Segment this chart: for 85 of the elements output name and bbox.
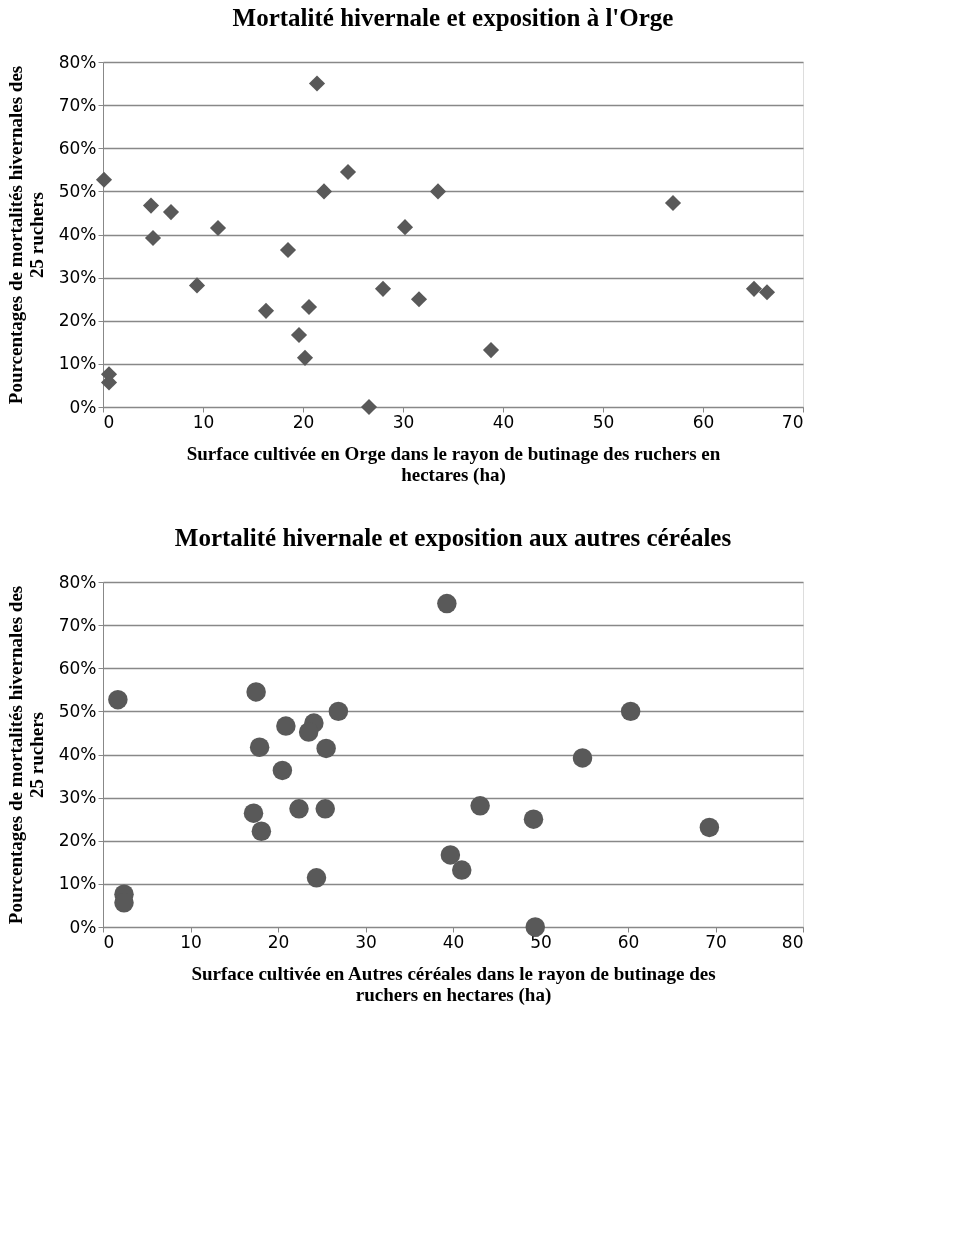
- point: [279, 241, 297, 259]
- y-axis-title: Pourcentages de mortalités hivernales des 25 ruchers: [4, 585, 47, 925]
- point: [452, 860, 472, 880]
- x-tick-label: 70: [781, 411, 804, 432]
- point: [95, 171, 113, 188]
- point: [664, 194, 682, 212]
- y-tick-label: 30%: [58, 267, 97, 288]
- chart-title: Mortalité hivernale et exposition aux autres céréales: [174, 524, 732, 551]
- point: [300, 298, 318, 316]
- y-tick-label: 70%: [58, 94, 97, 115]
- x-axis-title: Surface cultivée en Autres céréales dans le rayon de butinage des ruchers en hectares (ha): [191, 962, 716, 1006]
- x-tick-label: 60: [617, 931, 640, 952]
- y-tick-label: 80%: [58, 571, 97, 592]
- point: [523, 809, 544, 829]
- point: [249, 737, 270, 757]
- point: [396, 219, 414, 236]
- point: [306, 868, 327, 888]
- x-tick-label: 10: [180, 931, 202, 952]
- x-tick-label: 80: [781, 931, 804, 952]
- chart-title: Mortalité hivernale et exposition à l'Orge: [232, 4, 674, 31]
- x-tick-label: 40: [492, 411, 515, 432]
- point: [298, 722, 319, 742]
- y-tick-label: 20%: [58, 310, 97, 331]
- x-tick-label: 40: [442, 931, 465, 952]
- x-tick-label: 10: [192, 411, 215, 432]
- y-tick-label: 0%: [69, 396, 97, 417]
- point: [272, 760, 293, 781]
- point: [572, 748, 593, 768]
- point: [470, 796, 490, 816]
- point: [699, 817, 720, 838]
- point: [328, 701, 349, 722]
- point: [315, 183, 333, 200]
- x-tick-label: 60: [692, 411, 715, 432]
- point: [308, 75, 326, 92]
- point: [142, 197, 160, 214]
- point: [296, 349, 314, 366]
- y-tick-label: 70%: [58, 614, 97, 635]
- y-tick-label: 10%: [58, 353, 97, 374]
- point: [482, 342, 500, 359]
- x-tick-label: 0: [103, 411, 115, 432]
- point: [339, 163, 357, 181]
- x-axis-title: Surface cultivée en Orge dans le rayon de butinage des ruchers en hectares (ha): [186, 442, 721, 486]
- x-tick-label: 30: [392, 411, 415, 432]
- point: [374, 280, 392, 297]
- point: [257, 302, 275, 319]
- point: [144, 229, 162, 247]
- point: [246, 682, 266, 702]
- point: [316, 738, 336, 759]
- point: [188, 277, 206, 294]
- x-tick-label: 0: [103, 931, 115, 952]
- x-tick-label: 50: [592, 411, 615, 432]
- y-tick-label: 50%: [58, 180, 97, 201]
- y-tick-label: 40%: [58, 224, 97, 244]
- point: [620, 701, 641, 722]
- y-tick-label: 40%: [58, 744, 97, 764]
- y-tick-label: 30%: [58, 787, 97, 808]
- point: [758, 284, 776, 301]
- point: [243, 803, 264, 823]
- y-axis-title: Pourcentages de mortalités hivernales des 25 ruchers: [4, 65, 47, 405]
- point: [251, 821, 272, 841]
- point: [315, 799, 335, 819]
- point: [108, 690, 128, 710]
- y-tick-label: 60%: [58, 137, 97, 158]
- point: [276, 716, 296, 736]
- y-tick-label: 60%: [58, 657, 97, 678]
- point: [437, 593, 457, 614]
- y-tick-label: 20%: [58, 830, 97, 851]
- y-tick-label: 10%: [58, 873, 97, 894]
- y-tick-label: 80%: [58, 51, 97, 72]
- point: [360, 398, 378, 416]
- point: [745, 280, 763, 297]
- x-tick-label: 20: [267, 931, 290, 952]
- point: [209, 219, 227, 237]
- point: [429, 183, 447, 200]
- x-tick-label: 30: [355, 931, 377, 952]
- point: [162, 204, 180, 221]
- y-tick-label: 50%: [58, 700, 97, 721]
- point: [289, 799, 309, 819]
- x-tick-label: 70: [705, 931, 727, 952]
- x-tick-label: 20: [292, 411, 315, 432]
- point: [525, 917, 545, 937]
- y-tick-label: 0%: [69, 916, 97, 937]
- point: [440, 845, 461, 865]
- point: [290, 326, 308, 344]
- point: [410, 291, 428, 308]
